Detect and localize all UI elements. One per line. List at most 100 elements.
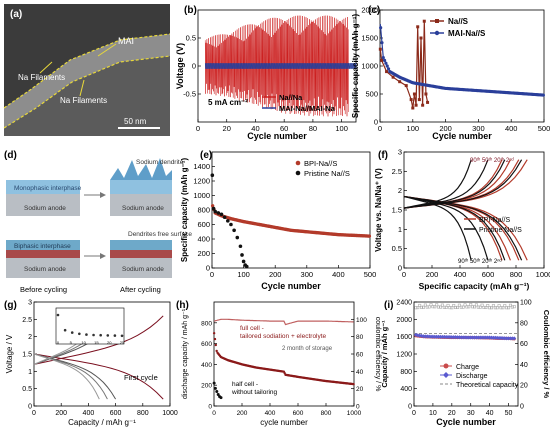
point-e-0-498 — [367, 234, 372, 238]
x-tick-label-c-0: 0 — [378, 124, 382, 133]
point-i-ce-26 — [461, 305, 465, 309]
x-tick-label-f-1: 200 — [426, 270, 439, 279]
point-c-0-11 — [417, 98, 421, 102]
charge-curve-f-7 — [403, 159, 472, 209]
point-h-half-1 — [213, 386, 217, 390]
inset-x-tick-label-3: 15 — [94, 340, 99, 345]
x-tick-label-e-1: 100 — [237, 270, 250, 279]
point-c-0-13 — [421, 103, 425, 107]
plot-h-xlabel: cycle number — [260, 418, 308, 427]
y-tick-label-g-3: 1.5 — [22, 352, 32, 359]
plot-b-xlabel: Cycle number — [247, 131, 307, 141]
point-i-ce-4 — [420, 305, 424, 309]
point-i-ce-29 — [467, 305, 471, 309]
y-tick-label-g-2: 1 — [28, 369, 32, 376]
point-i-ce-50 — [507, 306, 511, 310]
point-i-ce-28 — [465, 305, 469, 309]
point-e-1-4 — [219, 212, 224, 217]
point-i-ce-47 — [501, 306, 505, 310]
anode-block-4 — [110, 258, 172, 278]
anode-label-2: Sodium anode — [122, 205, 164, 212]
plot-e-ticks: 0 100 200 300 400 500 0 200 400 600 800 1000 1200 140… — [193, 162, 376, 279]
point-c-1-10 — [381, 56, 385, 60]
point-i-ce-53 — [512, 305, 516, 309]
point-c-0-5 — [404, 84, 408, 88]
point-i-ce-16 — [442, 305, 446, 309]
y-tick-label-c-1: 500 — [365, 90, 378, 99]
y-tick-label-c-4: 2000 — [361, 6, 378, 15]
point-i-ce-7 — [425, 305, 429, 309]
na-arrow-2 — [79, 79, 85, 97]
dendrite-shapes — [110, 158, 172, 180]
point-c-0-15 — [424, 92, 428, 96]
panel-h-letter: (h) — [176, 300, 189, 311]
x-tick-label-e-2: 200 — [269, 270, 282, 279]
half-cell-label-line1: half cell - — [232, 381, 258, 388]
x-tick-label-f-3: 600 — [482, 270, 495, 279]
point-c-1-22 — [385, 64, 389, 68]
y-tick-label-f-4: 2 — [398, 186, 402, 195]
y2-tick-label-i-3: 60 — [520, 341, 528, 348]
legend-c-label-1: MAI-Na//S — [448, 29, 486, 38]
y2-tick-label-i-4: 80 — [520, 320, 528, 327]
inset-point-6 — [99, 333, 102, 337]
legend-c-marker-1 — [434, 30, 440, 36]
na-arrow-1 — [39, 61, 53, 74]
before-cycling-label: Before cycling — [20, 285, 67, 294]
scale-bar-label: 50 nm — [124, 117, 147, 126]
point-i-ce-35 — [478, 305, 482, 309]
full-cell-label-line2: tailored sodiation + electrolyte — [240, 333, 327, 340]
point-i-ce-31 — [471, 305, 475, 309]
plot-e-ylabel: Specific capacity (mAh g⁻¹) — [180, 158, 189, 263]
inset-point-4 — [85, 333, 88, 336]
point-i-ce-23 — [455, 305, 459, 309]
x-tick-label-g-1: 200 — [55, 410, 67, 417]
panel-a: (a) MAI Na Filaments Na Filaments 50 nm — [3, 4, 171, 136]
point-i-ce-13 — [437, 305, 441, 309]
plot-h-series — [212, 318, 355, 400]
x-tick-label-c-4: 400 — [505, 124, 518, 133]
point-e-1-1 — [211, 206, 216, 211]
inset-point-8 — [113, 334, 117, 337]
y-tick-label-e-3: 600 — [197, 220, 210, 229]
plot-f-series — [403, 159, 528, 261]
point-i-ce-5 — [421, 305, 425, 309]
point-i-ce-48 — [503, 304, 507, 308]
point-c-0-6 — [409, 98, 413, 102]
legend-i-label-0: Charge — [456, 364, 479, 371]
point-c-0-8 — [412, 92, 416, 96]
y-tick-label-c-0: 0 — [374, 118, 378, 127]
y-tick-label-g-4: 2 — [28, 334, 32, 341]
inset-point-0 — [56, 313, 60, 317]
inset-point-7 — [106, 334, 110, 337]
point-i-ce-14 — [438, 305, 442, 309]
x-tick-label-e-4: 400 — [332, 270, 345, 279]
y2-tick-label-h-2: 40 — [356, 369, 364, 376]
y-tick-label-f-1: 0.5 — [392, 244, 402, 253]
point-c-0-3 — [391, 75, 395, 79]
point-h-half-0 — [212, 381, 216, 385]
y-tick-label-b-0: -0.5 — [183, 90, 196, 99]
y-tick-label-g-0: 0 — [28, 404, 32, 411]
plot-c-ylabel: Specific capacity (mAh g⁻¹) — [351, 14, 360, 119]
inset-point-5 — [92, 333, 95, 337]
after-cycling-label: After cycling — [120, 285, 161, 294]
plot-i-ylabel: Capacity / mAh g⁻¹ — [380, 320, 389, 388]
inset-x-tick-label-4: 20 — [107, 340, 112, 345]
point-i-ce-41 — [490, 306, 494, 310]
inset-series: 0 5 10 15 20 25 — [56, 313, 125, 345]
point-e-1-8 — [232, 228, 236, 233]
discharge-curve-f-6 — [403, 195, 489, 261]
point-i-ce-43 — [493, 306, 497, 310]
point-c-1-18 — [384, 61, 388, 65]
panel-b: (b) 0 20 40 60 80 100 -0.5 0 0.5 5 mA cm⁻² Na//N… — [175, 5, 357, 141]
point-e-1-5 — [222, 215, 227, 220]
y2-tick-label-h-1: 20 — [356, 386, 364, 393]
x-tick-label-g-3: 600 — [110, 410, 122, 417]
x-tick-label-h-4: 800 — [321, 410, 332, 417]
y-tick-label-f-5: 2.5 — [392, 167, 402, 176]
point-i-ce-30 — [469, 303, 473, 307]
point-e-1-14 — [244, 264, 249, 269]
y-tick-label-e-7: 1400 — [193, 162, 210, 171]
